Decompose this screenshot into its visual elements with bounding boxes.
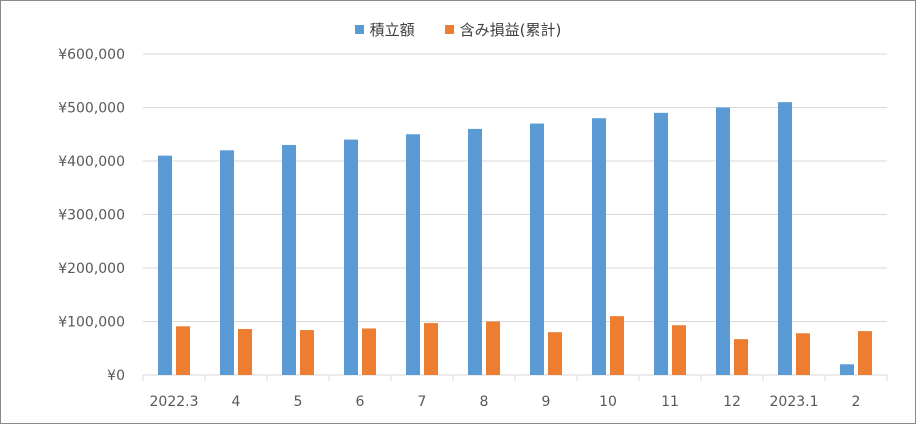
legend-label-series-1: 積立額 — [369, 21, 415, 39]
legend-item-series-1[interactable]: 積立額 — [354, 19, 415, 40]
legend-label-series-2: 含み損益(累計) — [459, 21, 562, 39]
legend-swatch-series-1 — [354, 25, 364, 34]
chart-legend: 積立額 含み損益(累計) — [0, 19, 916, 40]
legend-swatch-series-2 — [444, 25, 454, 34]
legend-item-series-2[interactable]: 含み損益(累計) — [444, 19, 562, 40]
